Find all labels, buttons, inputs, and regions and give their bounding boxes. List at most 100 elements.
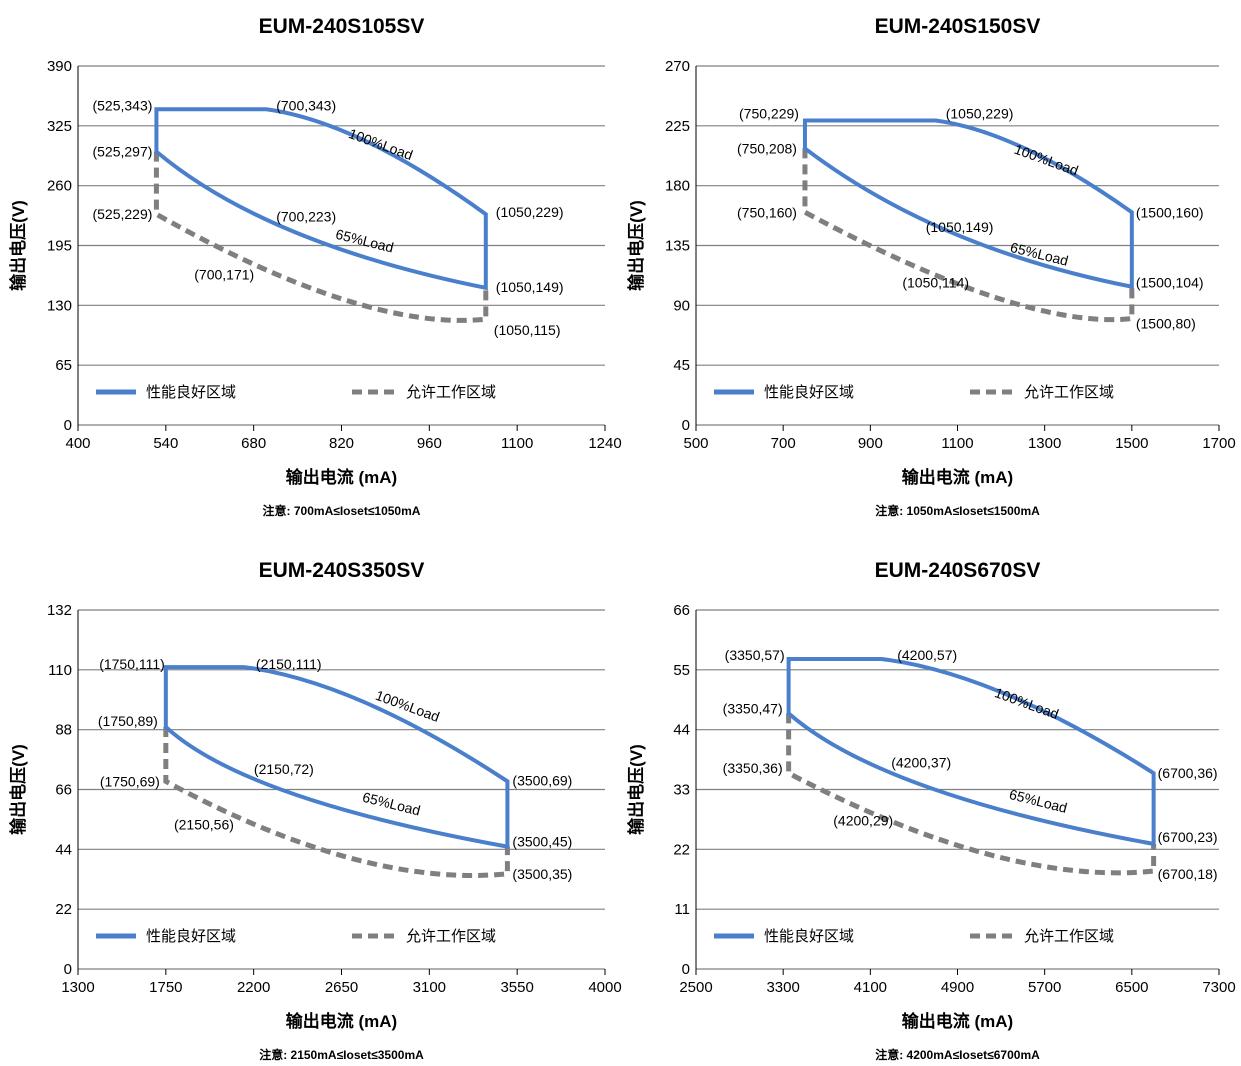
legend-label-good: 性能良好区域 <box>146 384 236 401</box>
point-label: (6700,23) <box>1158 829 1218 845</box>
legend-label-good: 性能良好区域 <box>764 384 854 401</box>
x-tick-label: 3550 <box>500 979 533 996</box>
x-tick-label: 3300 <box>766 979 799 996</box>
note-text: 注意: 2150mA≤Ioset≤3500mA <box>259 1047 424 1061</box>
point-label: (3350,36) <box>723 760 783 776</box>
point-label: (3500,45) <box>512 834 572 850</box>
x-tick-label: 540 <box>153 435 178 452</box>
point-label: (750,229) <box>739 106 799 122</box>
point-label: (700,171) <box>194 267 254 283</box>
chart-title: EUM-240S150SV <box>875 15 1041 38</box>
point-label: (2150,56) <box>174 817 234 833</box>
x-tick-label: 900 <box>858 435 883 452</box>
x-tick-label: 4900 <box>941 979 974 996</box>
y-tick-label: 0 <box>682 417 690 434</box>
point-label: (1500,160) <box>1136 204 1204 220</box>
note-text: 注意: 1050mA≤Ioset≤1500mA <box>875 503 1040 518</box>
x-tick-label: 700 <box>771 435 796 452</box>
series-allowed-line <box>153 151 489 323</box>
x-tick-label: 2650 <box>325 979 358 996</box>
x-tick-label: 820 <box>329 435 354 452</box>
x-axis-label: 输出电流 (mA) <box>286 1011 397 1031</box>
y-tick-label: 88 <box>55 722 72 739</box>
y-axis-label: 输出电压(V) <box>626 744 646 835</box>
y-tick-label: 0 <box>682 961 690 978</box>
x-tick-label: 4100 <box>854 979 887 996</box>
x-tick-label: 2200 <box>237 979 270 996</box>
point-label: (1050,149) <box>496 279 564 295</box>
chart-panel-3: EUM-240S350SV 0 22 44 66 88 110 132 1300 1750 2200… <box>8 559 622 1062</box>
x-tick-label: 1700 <box>1202 435 1235 452</box>
series-good-line <box>786 656 1156 847</box>
x-axis-label: 输出电流 (mA) <box>902 467 1013 487</box>
point-label: (750,160) <box>737 204 797 220</box>
legend-label-allowed: 允许工作区域 <box>406 928 496 945</box>
x-axis-label: 输出电流 (mA) <box>286 467 397 487</box>
y-tick-label: 260 <box>47 178 72 195</box>
y-tick-label: 325 <box>47 118 72 135</box>
x-tick-label: 2500 <box>679 979 712 996</box>
point-label: (4200,37) <box>891 755 951 771</box>
y-tick-label: 45 <box>673 357 690 374</box>
y-tick-label: 22 <box>673 841 690 858</box>
series-allowed-line <box>802 148 1135 323</box>
point-label: (525,297) <box>92 144 152 160</box>
legend-label-good: 性能良好区域 <box>764 928 854 945</box>
y-tick-label: 33 <box>673 782 690 799</box>
point-label: (1500,104) <box>1136 275 1204 291</box>
y-tick-label: 270 <box>665 58 690 75</box>
series-good-line <box>154 107 488 291</box>
chart-title: EUM-240S105SV <box>259 15 425 38</box>
y-tick-label: 110 <box>48 662 72 679</box>
note-text: 注意: 4200mA≤Ioset≤6700mA <box>875 1047 1040 1061</box>
y-tick-label: 130 <box>47 297 72 314</box>
legend-label-allowed: 允许工作区域 <box>1024 928 1114 945</box>
load-label: 65%Load <box>361 789 422 819</box>
chart-panel-2: EUM-240S150SV 0 45 90 135 180 225 270 500 700 900 1… <box>626 15 1236 518</box>
point-label: (1750,111) <box>99 656 165 672</box>
x-tick-label: 1300 <box>1028 435 1061 452</box>
chart-title: EUM-240S670SV <box>875 559 1041 582</box>
point-label: (1050,229) <box>946 106 1014 122</box>
point-label: (700,343) <box>276 97 336 113</box>
y-tick-label: 55 <box>673 662 690 679</box>
y-tick-label: 44 <box>673 722 690 739</box>
x-tick-label: 1300 <box>61 979 94 996</box>
legend-label-good: 性能良好区域 <box>146 928 236 945</box>
point-label: (4200,57) <box>897 647 957 663</box>
y-tick-label: 195 <box>47 238 72 255</box>
y-tick-label: 44 <box>55 841 72 858</box>
x-axis-label: 输出电流 (mA) <box>902 1011 1013 1031</box>
load-label: 100%Load <box>373 687 441 725</box>
point-label: (750,208) <box>737 140 797 156</box>
point-label: (1500,80) <box>1136 316 1196 332</box>
x-tick-label: 1100 <box>941 435 973 452</box>
point-label: (6700,36) <box>1158 765 1218 781</box>
chart-panel-1: EUM-240S105SV 0 65 130 195 260 325 390 400 540 680… <box>8 15 622 518</box>
y-tick-label: 390 <box>47 58 72 75</box>
point-label: (1050,229) <box>496 204 564 220</box>
y-tick-label: 0 <box>64 961 72 978</box>
x-tick-label: 400 <box>65 435 90 452</box>
x-tick-label: 7300 <box>1202 979 1235 996</box>
y-axis-label: 输出电压(V) <box>8 744 28 835</box>
point-label: (2150,72) <box>254 761 314 777</box>
point-label: (1750,69) <box>100 773 160 789</box>
point-label: (525,229) <box>92 206 152 222</box>
point-label: (1750,89) <box>98 713 158 729</box>
point-label: (4200,29) <box>833 812 893 828</box>
point-label: (6700,18) <box>1158 866 1218 882</box>
x-tick-label: 1100 <box>501 435 533 452</box>
x-tick-label: 6500 <box>1115 979 1148 996</box>
series-allowed-line <box>786 713 1157 876</box>
point-label: (525,343) <box>92 97 152 113</box>
x-tick-label: 5700 <box>1028 979 1061 996</box>
y-tick-label: 180 <box>665 178 690 195</box>
y-tick-label: 65 <box>55 357 72 374</box>
point-label: (3500,69) <box>512 772 572 788</box>
legend-label-allowed: 允许工作区域 <box>1024 384 1114 401</box>
load-label: 100%Load <box>347 125 415 163</box>
note-text: 注意: 700mA≤Ioset≤1050mA <box>263 503 421 518</box>
